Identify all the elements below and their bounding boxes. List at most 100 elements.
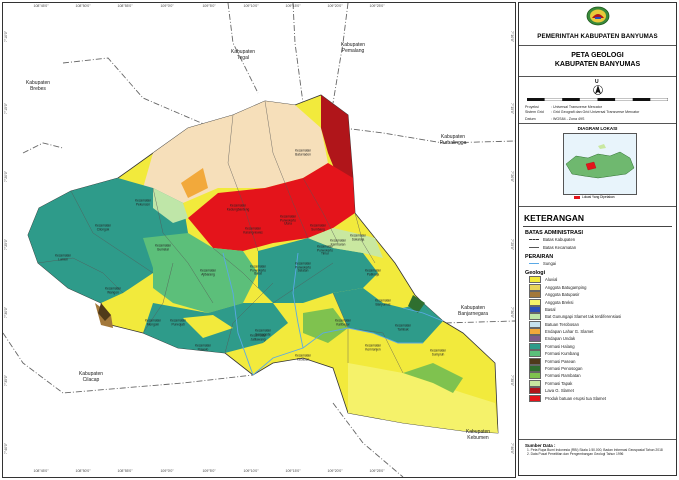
kecamatan-label: Kecamatan Purwokerto Selatan xyxy=(294,261,312,273)
legend-label: Formasi Penosogan xyxy=(545,366,583,372)
kecamatan-label: Kecamatan Rawalo xyxy=(194,343,212,351)
unit-tapak-mid xyxy=(153,188,188,223)
kecamatan-label: Kecamatan Jatilawang xyxy=(249,333,267,341)
legend-item: Anggota Batupasir xyxy=(519,291,676,299)
kecamatan-label: Kecamatan Sokaraja xyxy=(349,233,367,241)
kecamatan-label: Kecamatan Kedungbanteng xyxy=(226,203,250,211)
coord-label: 108°55'0" xyxy=(117,4,133,8)
kecamatan-label: Kecamatan Ajibarang xyxy=(199,268,217,276)
kecamatan-label: Kecamatan Pekuncen xyxy=(134,198,152,206)
neighbor-label: Kabupaten Tegal xyxy=(230,49,256,61)
legend-label: Aluvial xyxy=(545,277,558,283)
legend-item: Formasi Penosogan xyxy=(519,365,676,373)
legend-label: Anggota Batugamping xyxy=(545,284,587,290)
legend-label: Endapan Lahar G. Slamet xyxy=(545,329,594,335)
legend-swatch xyxy=(529,387,541,395)
unit-penosogan xyxy=(408,295,425,313)
legend-label: Anggota Breksi xyxy=(545,299,574,305)
legend-item: Bat Gunungapi Slamet tak terdiferensiasi xyxy=(519,313,676,321)
coord-label: 109°5'0" xyxy=(202,4,216,8)
legend-label: Sungai xyxy=(543,260,557,266)
coord-label: 7°40'0" xyxy=(4,443,8,455)
legend-item: Endapan Undak xyxy=(519,335,676,343)
north-arrow-icon xyxy=(593,85,603,95)
admin-heading: BATAS ADMINISTRASI xyxy=(525,230,583,236)
projection-row: Proyeksi: Universal Transverse Mercator xyxy=(525,105,602,109)
legend-item: Formasi Halang xyxy=(519,342,676,350)
legend-item: Formasi Tapak xyxy=(519,379,676,387)
neighbor-label: Kabupaten Brebes xyxy=(25,80,51,92)
keterangan-title: KETERANGAN xyxy=(524,213,584,223)
legend-item: Batuan Terobosan xyxy=(519,320,676,328)
legend-label: Basal xyxy=(545,306,556,312)
legend-label: Formasi Tapak xyxy=(545,380,573,386)
coord-label: 7°10'0" xyxy=(4,31,8,43)
header-block: PEMERINTAH KABUPATEN BANYUMAS xyxy=(519,3,676,46)
kecamatan-label: Kecamatan Kembaran xyxy=(329,238,347,246)
coord-label: 7°20'0" xyxy=(4,171,8,183)
legend-label: Formasi Pasean xyxy=(545,358,576,364)
datum-row: Datum: WGS84 - Zona 49S xyxy=(525,117,585,121)
legend-swatch xyxy=(529,365,541,373)
kecamatan-label: Kecamatan Cilongok xyxy=(94,223,112,231)
legend-item: Aluvial xyxy=(519,276,676,284)
kecamatan-label: Kecamatan Purwokerto Barat xyxy=(249,264,267,276)
legend-item: Produk batuan erupsi tua Slamet xyxy=(519,394,676,402)
kecamatan-label: Kecamatan Tambak xyxy=(394,323,412,331)
title-block: PETA GEOLOGI KABUPATEN BANYUMAS xyxy=(519,46,676,77)
legend-label: Batuan Terobosan xyxy=(545,321,579,327)
legend-panel: PEMERINTAH KABUPATEN BANYUMAS PETA GEOLO… xyxy=(518,2,677,476)
source-line: 1. Peta Rupa Bumi Indonesia (RBI) Skala … xyxy=(527,448,663,452)
neighbor-label: Kabupaten Kebumen xyxy=(465,429,491,441)
coord-label: 7°30'0" xyxy=(4,307,8,319)
scale-block: U Proyeksi: Universal Transverse Mercato… xyxy=(519,77,676,124)
neighbor-label: Kabupaten Purbalingga xyxy=(439,134,467,146)
kecamatan-label: Kecamatan Kebasen xyxy=(294,353,312,361)
government-title: PEMERINTAH KABUPATEN BANYUMAS xyxy=(537,33,658,40)
grid-row: Sistem Grid: Grid Geografi dan Grid Univ… xyxy=(525,109,640,114)
water-heading: PERAIRAN xyxy=(525,253,554,260)
legend-swatch xyxy=(529,298,541,306)
legend-label: Batas Kecamatan xyxy=(543,244,577,250)
coord-label: 109°10'0" xyxy=(243,469,259,473)
coord-label: 7°25'0" xyxy=(4,239,8,251)
admin-legend-list: Batas Kabupaten Batas Kecamatan xyxy=(519,236,676,251)
coord-label: 7°30'0" xyxy=(510,307,514,319)
kecamatan-label: Kecamatan Baturraden xyxy=(294,148,312,156)
kecamatan-label: Kecamatan Sumbang xyxy=(309,223,327,231)
coord-label: 109°25'0" xyxy=(369,4,385,8)
legend-label: Anggota Batupasir xyxy=(545,292,580,298)
legend-swatch xyxy=(529,372,541,380)
coord-label: 109°20'0" xyxy=(327,469,343,473)
legend-swatch xyxy=(529,291,541,299)
coord-label: 109°5'0" xyxy=(202,469,216,473)
legend-swatch xyxy=(529,335,541,343)
legend-item: Basal xyxy=(519,305,676,313)
coord-label: 7°25'0" xyxy=(510,239,514,251)
coord-label: 109°10'0" xyxy=(243,4,259,8)
rivers xyxy=(222,252,444,376)
kecamatan-label: Kecamatan Lumbir xyxy=(54,253,72,261)
coord-label: 109°15'0" xyxy=(285,4,301,8)
coord-label: 109°0'0" xyxy=(160,469,174,473)
geology-map[interactable] xyxy=(3,3,515,477)
coord-label: 109°20'0" xyxy=(327,4,343,8)
map-subtitle: KABUPATEN BANYUMAS xyxy=(554,60,641,68)
scale-bar xyxy=(527,98,668,101)
legend-label: Lava G. Slamet xyxy=(545,388,574,394)
keterangan-divider xyxy=(523,226,672,227)
kecamatan-label: Kecamatan Purwokerto Utara xyxy=(279,214,297,226)
legend-swatch xyxy=(529,283,541,291)
unit-aluvial-patch xyxy=(183,315,233,338)
legend-swatch xyxy=(529,342,541,350)
legend-label: Endapan Undak xyxy=(545,336,576,342)
unit-halang-west xyxy=(28,178,188,303)
kecamatan-label: Kecamatan Patikraja xyxy=(364,268,382,276)
coord-label: 109°15'0" xyxy=(285,469,301,473)
geology-heading: Geologi xyxy=(525,270,546,277)
legend-line-symbol xyxy=(529,262,539,264)
map-frame[interactable]: 108°45'0" 108°50'0" 108°55'0" 109°0'0" 109°5… xyxy=(2,2,516,478)
banyumas-logo xyxy=(586,6,609,26)
water-legend-list: Sungai xyxy=(519,260,676,267)
unit-breksi-south xyxy=(348,363,498,433)
